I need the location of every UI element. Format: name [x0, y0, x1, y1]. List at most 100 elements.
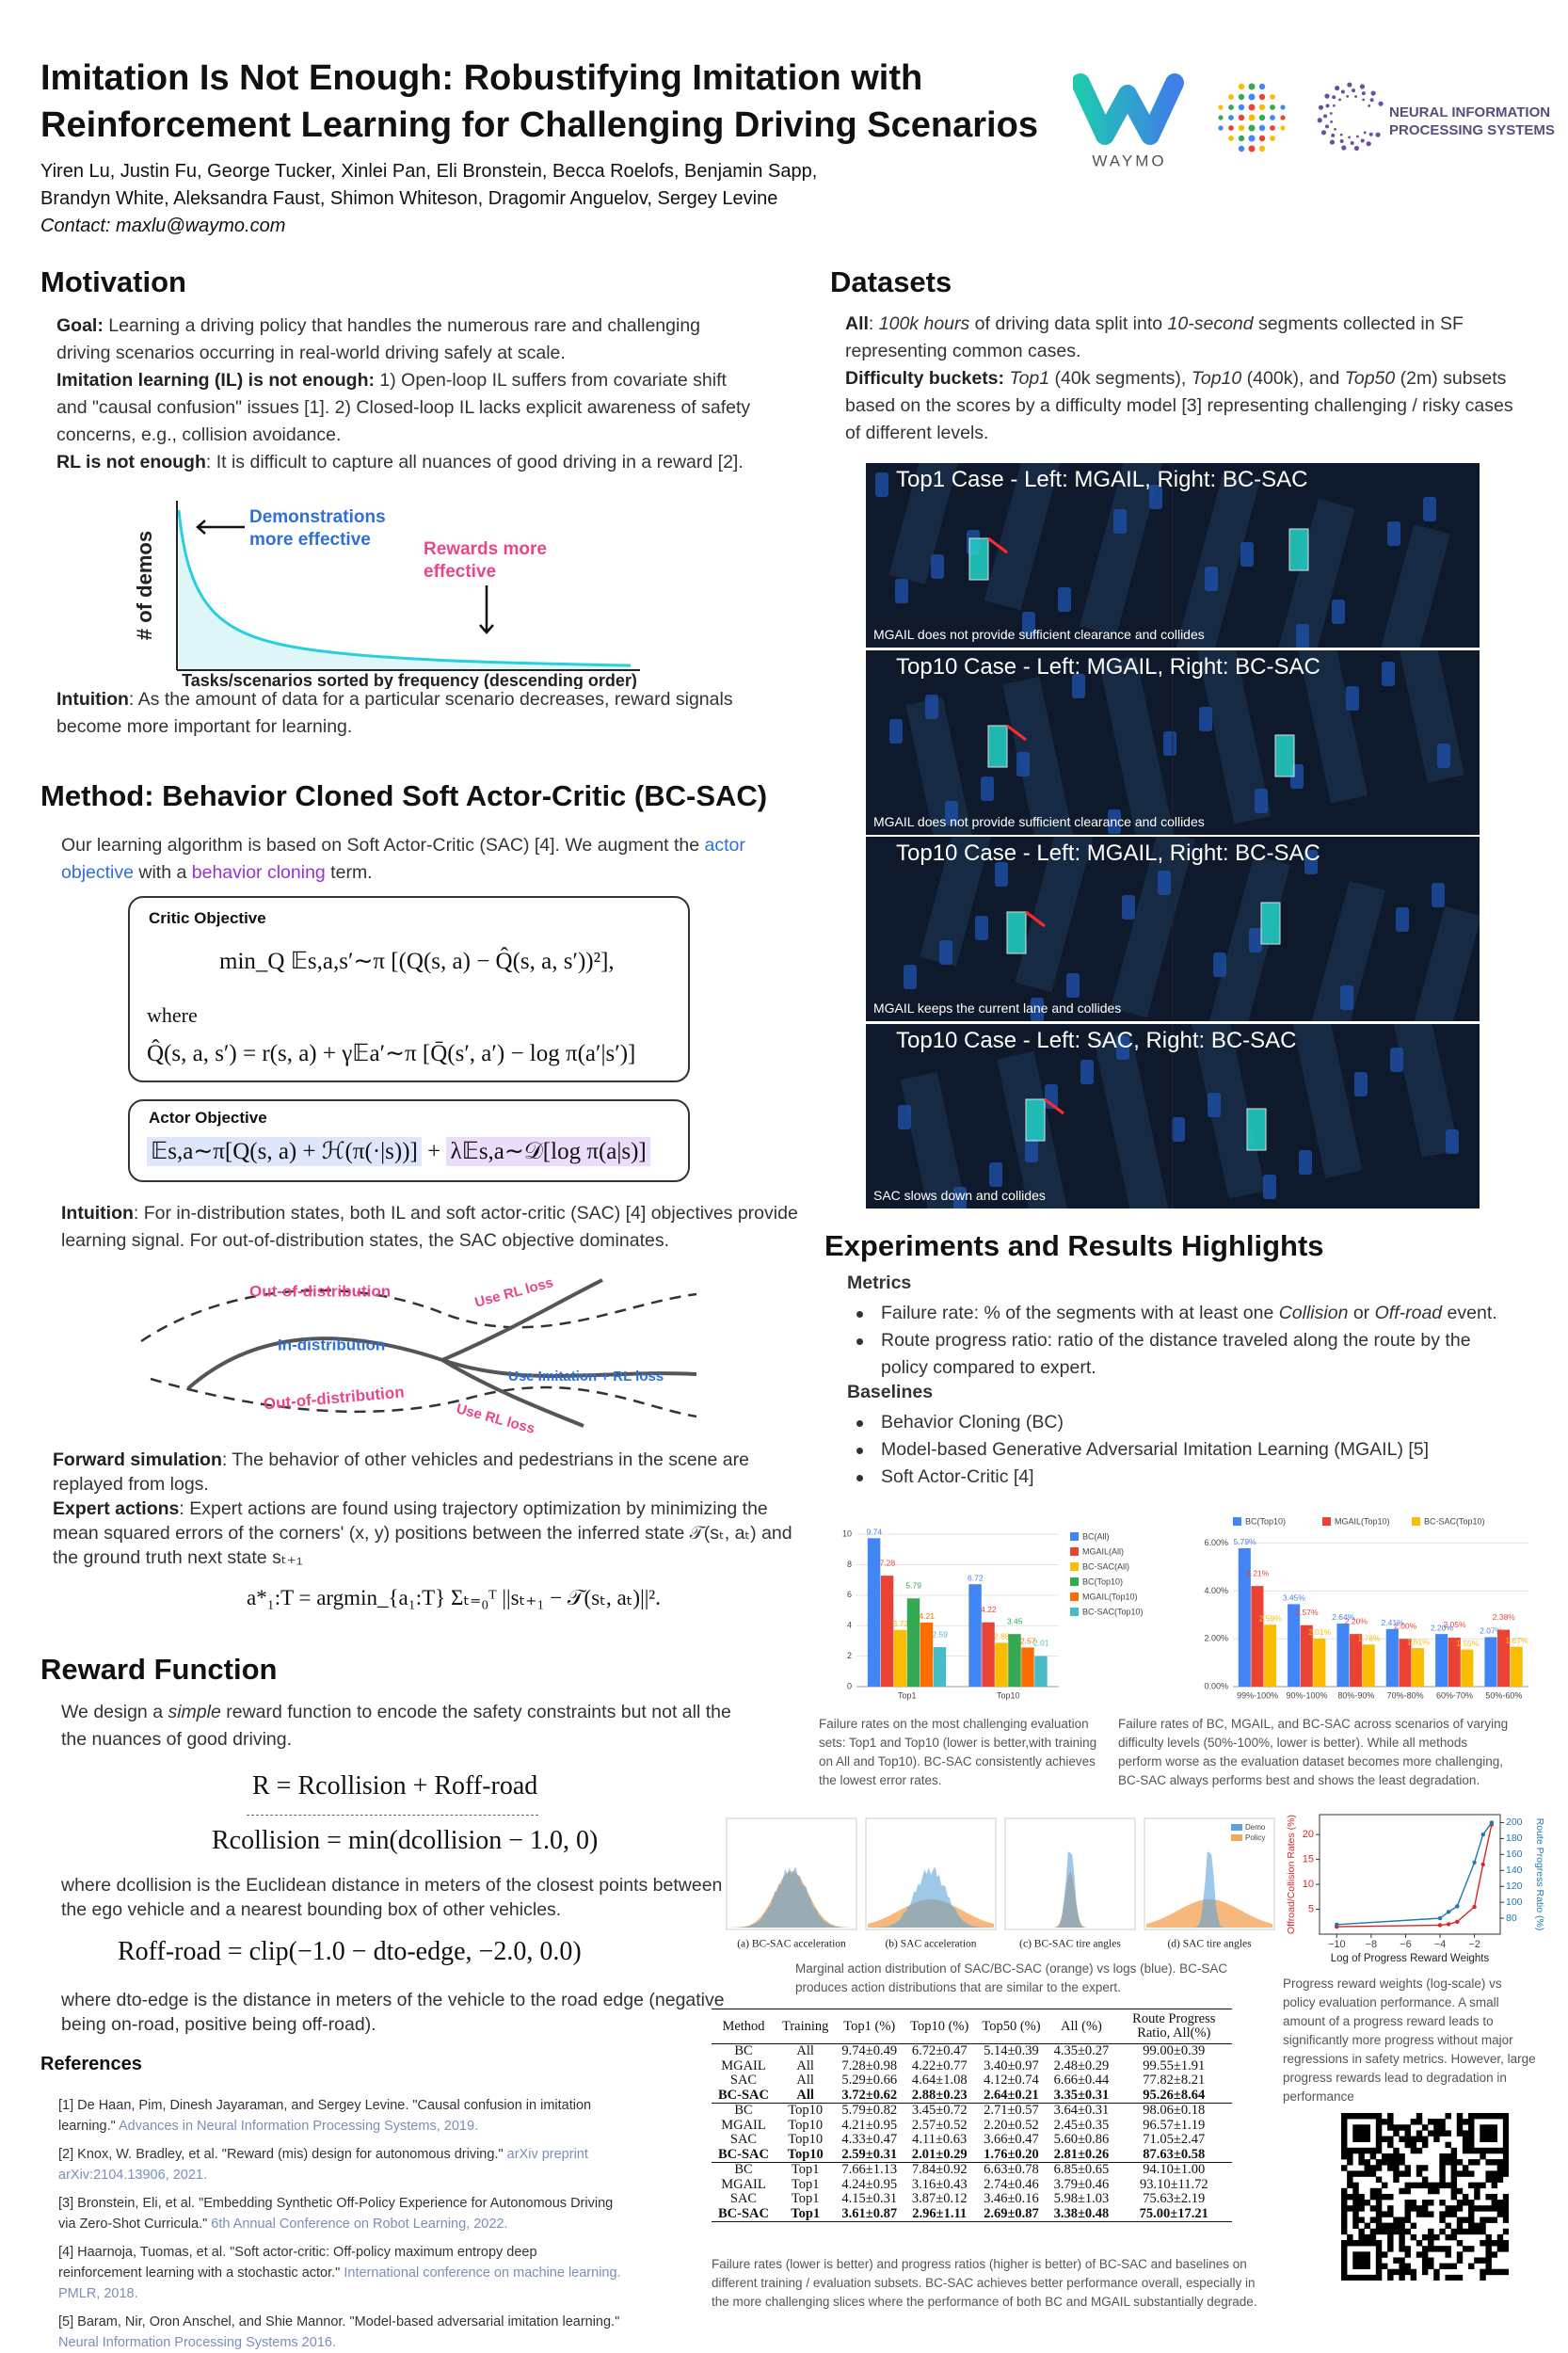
reference-venue: Advances in Neural Information Processin…	[119, 2119, 479, 2134]
caption: Failure rates of BC, MGAIL, and BC-SAC a…	[1118, 1717, 1509, 1787]
qr-module	[1456, 2187, 1464, 2195]
qr-module	[1358, 2200, 1365, 2206]
legend-label: MGAIL(Top10)	[1335, 1516, 1390, 1526]
qr-module	[1462, 2165, 1469, 2171]
title-line: Reinforcement Learning for Challenging D…	[40, 105, 1038, 145]
section-heading: Datasets	[830, 265, 952, 298]
logo-dot	[1354, 95, 1357, 98]
y-tick-label: 2	[847, 1651, 852, 1660]
legend-label: BC-SAC(Top10)	[1082, 1607, 1144, 1616]
qr-module	[1381, 2263, 1388, 2270]
section-heading: Experiments and Results Highlights	[824, 1229, 1324, 1262]
qr-module	[1462, 2193, 1469, 2201]
action-histograms: (a) BC-SAC acceleration (b) SAC accelerat…	[726, 1817, 1275, 1950]
text: Route progress ratio: ratio of the dista…	[881, 1330, 1471, 1378]
data-label: 9.74	[867, 1528, 883, 1537]
bar	[1263, 1625, 1277, 1687]
qr-module	[1347, 2233, 1353, 2241]
logo-dot	[1258, 104, 1266, 111]
curve-fill	[179, 510, 631, 670]
qr-module	[1456, 2170, 1464, 2177]
qr-module	[1502, 2153, 1509, 2160]
qr-module	[1428, 2233, 1434, 2241]
legend-swatch	[1231, 1824, 1242, 1831]
reference: [5] Baram, Nir, Oron Anschel, and Shie M…	[58, 2312, 623, 2353]
panel-title: Top10 Case - Left: MGAIL, Right: BC-SAC	[896, 840, 1320, 866]
text: : It is difficult to capture all nuances…	[205, 452, 744, 472]
qr-module	[1421, 2176, 1429, 2183]
annotation: more effective	[249, 530, 371, 550]
qr-module	[1347, 2147, 1353, 2154]
qr-module	[1502, 2211, 1509, 2217]
panel-caption: SAC slows down and collides	[873, 1187, 1046, 1203]
qr-module	[1347, 2159, 1353, 2166]
table-cell: 4.15±0.31	[841, 2191, 898, 2206]
road	[1271, 499, 1355, 648]
equation: 𝔼s,a∼π[Q(s, a) + ℋ(π(·|s))] + λ𝔼s,a∼𝒟[lo…	[147, 1137, 650, 1166]
table-cell: Top10	[775, 2147, 836, 2163]
qr-module	[1450, 2187, 1458, 2195]
ego-vehicle	[1260, 902, 1281, 945]
qr-module	[1496, 2200, 1504, 2206]
legend-label: MGAIL(All)	[1082, 1546, 1124, 1556]
qr-module	[1358, 2205, 1365, 2212]
vehicle	[1396, 907, 1409, 932]
data-label: 3.45	[1007, 1616, 1023, 1625]
qr-module	[1439, 2176, 1446, 2183]
road	[1292, 649, 1368, 803]
logo-dot	[1258, 124, 1266, 132]
qr-module	[1404, 2141, 1411, 2149]
data-label: 4.22	[981, 1605, 997, 1614]
section-heading: Motivation	[40, 265, 186, 298]
table-cell: 2.96±1.11	[904, 2206, 976, 2222]
qr-module	[1404, 2211, 1411, 2217]
vehicle	[1016, 751, 1030, 776]
reference-venue: 6th Annual Conference on Robot Learning,…	[211, 2217, 508, 2232]
table-cell: 93.10±11.72	[1139, 2176, 1208, 2192]
table-cell: 71.05±2.47	[1143, 2132, 1206, 2147]
road	[1287, 1023, 1363, 1178]
logo-dot	[1335, 86, 1340, 91]
equation: min_Q 𝔼s,a,s′∼π [(Q(s, a) − Q̂(s, a, s′)…	[219, 949, 615, 974]
panel-caption: MGAIL keeps the current lane and collide…	[873, 1000, 1122, 1016]
text: event.	[1442, 1303, 1497, 1323]
qr-module	[1421, 2263, 1429, 2270]
qr-module	[1387, 2159, 1394, 2166]
qr-module	[1433, 2124, 1440, 2131]
vehicle	[1390, 1047, 1403, 1072]
logo-dot	[1325, 104, 1330, 108]
text: Top1	[1009, 368, 1050, 389]
boundary	[150, 1377, 697, 1418]
qr-module	[1387, 2228, 1394, 2235]
legend-swatch	[1322, 1517, 1331, 1526]
qr-module	[1341, 2211, 1348, 2217]
text: or	[1348, 1303, 1375, 1323]
qr-module	[1428, 2200, 1434, 2206]
qr-module	[1433, 2233, 1440, 2241]
data-label: 6.72	[968, 1573, 984, 1582]
collision-arrow	[1006, 724, 1027, 741]
vehicle	[1072, 673, 1085, 698]
qr-module	[1352, 2187, 1359, 2195]
logo-dot	[1248, 145, 1256, 152]
arrow	[479, 585, 494, 634]
legend-label: BC-SAC(Top10)	[1424, 1516, 1485, 1526]
qr-module	[1474, 2228, 1480, 2235]
qr-module	[1485, 2233, 1492, 2241]
qr-module	[1496, 2246, 1504, 2252]
qr-module	[1416, 2130, 1423, 2137]
table-cell: 5.14±0.39	[984, 2043, 1039, 2058]
x-tick-label: −8	[1366, 1939, 1378, 1950]
data-label: 3.72	[892, 1619, 908, 1628]
qr-module	[1433, 2130, 1440, 2137]
vehicle	[1022, 612, 1035, 636]
table-row: BC All 9.74±0.49 6.72±0.47 5.14±0.39 4.35±0.2…	[712, 2043, 1232, 2059]
label: Out-of-distribution	[263, 1383, 405, 1413]
qr-module	[1381, 2251, 1388, 2258]
logo-dot	[1238, 93, 1245, 101]
point	[1335, 1922, 1339, 1928]
table-cell: 4.22±0.77	[911, 2057, 968, 2073]
text: actor objective	[61, 835, 745, 883]
road	[1384, 1023, 1460, 1158]
